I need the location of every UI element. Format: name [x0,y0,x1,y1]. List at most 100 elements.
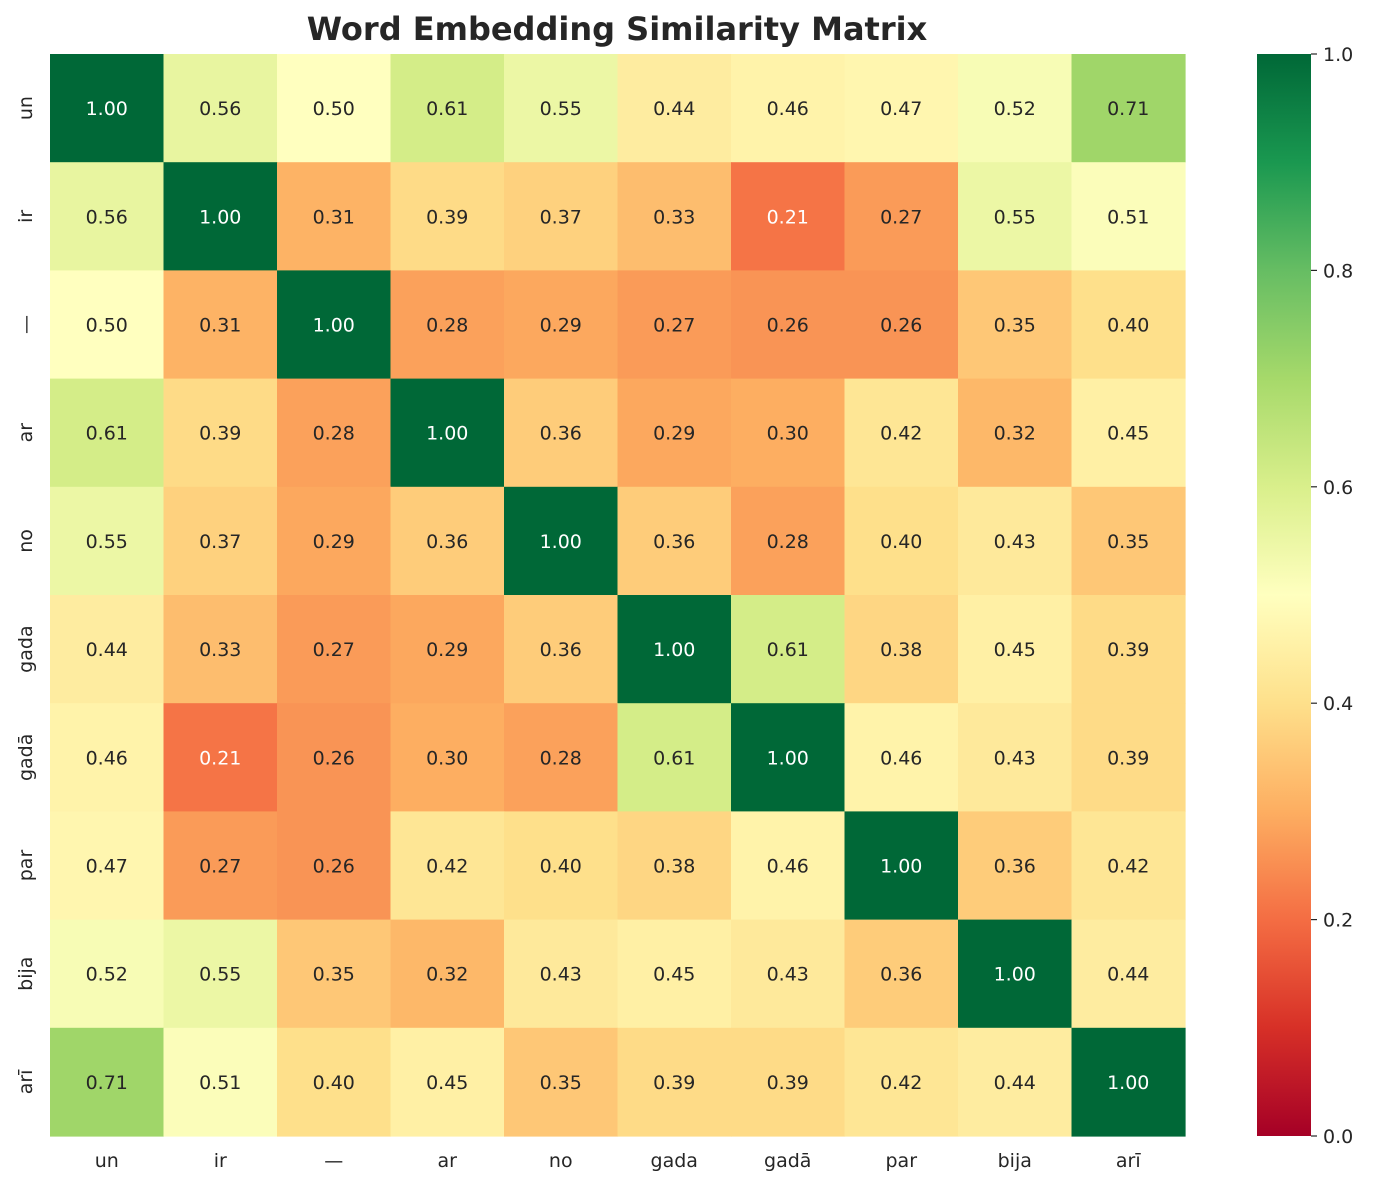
cell-value-label: 0.51 [199,1072,241,1094]
heatmap-cell [504,162,619,271]
cell-value-label: 0.35 [540,1072,582,1094]
colorbar-tick-label: 0.0 [1323,1126,1353,1148]
cell-value-label: 0.35 [313,964,355,986]
heatmap-cell [277,54,392,163]
cell-value-label: 0.40 [540,856,582,878]
heatmap-cell [1071,1027,1186,1137]
heatmap-cell [617,162,732,271]
cell-value-label: 0.61 [767,639,809,661]
y-tick-label: bija [15,957,37,991]
heatmap-cell [731,595,846,704]
heatmap-cell [617,919,732,1029]
heatmap-cell [958,919,1073,1029]
heatmap-cell [958,811,1073,921]
heatmap-cell [617,703,732,812]
y-tick-label: par [15,850,37,882]
cell-value-label: 0.55 [540,98,582,120]
heatmap-cell [844,486,959,596]
heatmap-cell [50,270,165,380]
x-tick-label: par [885,1150,917,1172]
cell-value-label: 0.43 [994,747,1036,769]
cell-value-label: 0.50 [313,98,355,120]
heatmap-cell [163,1027,278,1137]
cell-value-label: 0.55 [994,206,1036,228]
cell-value-label: 0.27 [199,856,241,878]
heatmap-cell [958,54,1073,163]
heatmap-cell [844,595,959,704]
cell-value-label: 1.00 [880,856,922,878]
cell-value-label: 0.26 [313,747,355,769]
cell-value-label: 0.40 [1107,315,1149,337]
cell-value-label: 0.42 [1107,856,1149,878]
y-tick-label: no [15,529,37,553]
y-tick-label: arī [15,1069,37,1094]
cell-value-label: 0.31 [313,206,355,228]
cell-value-label: 0.28 [426,315,468,337]
cell-value-label: 0.37 [199,531,241,553]
cell-value-label: 0.39 [199,423,241,445]
cell-value-label: 0.35 [1107,531,1149,553]
cell-value-label: 0.36 [653,531,695,553]
cell-value-label: 0.30 [767,423,809,445]
heatmap-cell [844,162,959,271]
heatmap-cell [1071,162,1186,271]
cell-value-label: 0.38 [880,639,922,661]
cell-value-label: 0.29 [313,531,355,553]
colorbar-tick-label: 0.2 [1323,910,1353,932]
x-axis-ticks: un ir — ar no gada gadā par bija arī [95,1150,1142,1172]
heatmap-cell [390,162,505,271]
heatmap-cell [390,595,505,704]
cell-value-label: 0.21 [767,206,809,228]
heatmap-cell [958,162,1073,271]
cell-value-label: 0.56 [86,206,128,228]
cell-value-label: 0.26 [767,315,809,337]
cell-value-label: 0.55 [199,964,241,986]
heatmap-cell [390,378,505,488]
heatmap-cell [731,1027,846,1137]
heatmap-cell [504,54,619,163]
cell-value-label: 0.36 [426,531,468,553]
x-tick-label: gada [651,1150,698,1172]
colorbar-tick-label: 0.6 [1323,477,1353,499]
heatmap-cell [277,919,392,1029]
cell-value-label: 0.46 [767,98,809,120]
cell-value-label: 0.35 [994,315,1036,337]
heatmap-cell [504,703,619,812]
heatmap-cell [617,1027,732,1137]
cell-value-label: 0.43 [767,964,809,986]
heatmap-cell [617,811,732,921]
heatmap-cell [277,270,392,380]
heatmap-cell [390,703,505,812]
chart-title: Word Embedding Similarity Matrix [307,10,928,48]
heatmap-cell [277,703,392,812]
cell-value-label: 0.46 [86,747,128,769]
cell-value-label: 0.40 [880,531,922,553]
heatmap-cell [958,270,1073,380]
cell-value-label: 0.39 [767,1072,809,1094]
x-tick-label: — [324,1150,343,1172]
y-tick-label: gadā [15,734,37,781]
cell-value-label: 0.45 [1107,423,1149,445]
cell-value-label: 0.37 [540,206,582,228]
cell-value-label: 0.43 [994,531,1036,553]
cell-value-label: 0.27 [653,315,695,337]
heatmap-cell [844,378,959,488]
heatmap-cell [958,1027,1073,1137]
cell-value-label: 1.00 [86,98,128,120]
heatmap-cell [50,1027,165,1137]
heatmap-cell [390,486,505,596]
heatmap-cell [50,162,165,271]
cell-value-label: 0.61 [653,747,695,769]
heatmap-cell [844,270,959,380]
heatmap-cell [731,919,846,1029]
cell-value-label: 0.42 [880,1072,922,1094]
colorbar: 0.0 0.2 0.4 0.6 0.8 1.0 [1257,44,1353,1148]
heatmap-cell [277,811,392,921]
cell-value-label: 0.36 [540,639,582,661]
heatmap-cell [617,595,732,704]
heatmap-cell [1071,486,1186,596]
heatmap-cell [1071,703,1186,812]
cell-value-label: 0.46 [880,747,922,769]
cell-value-label: 0.44 [1107,964,1149,986]
